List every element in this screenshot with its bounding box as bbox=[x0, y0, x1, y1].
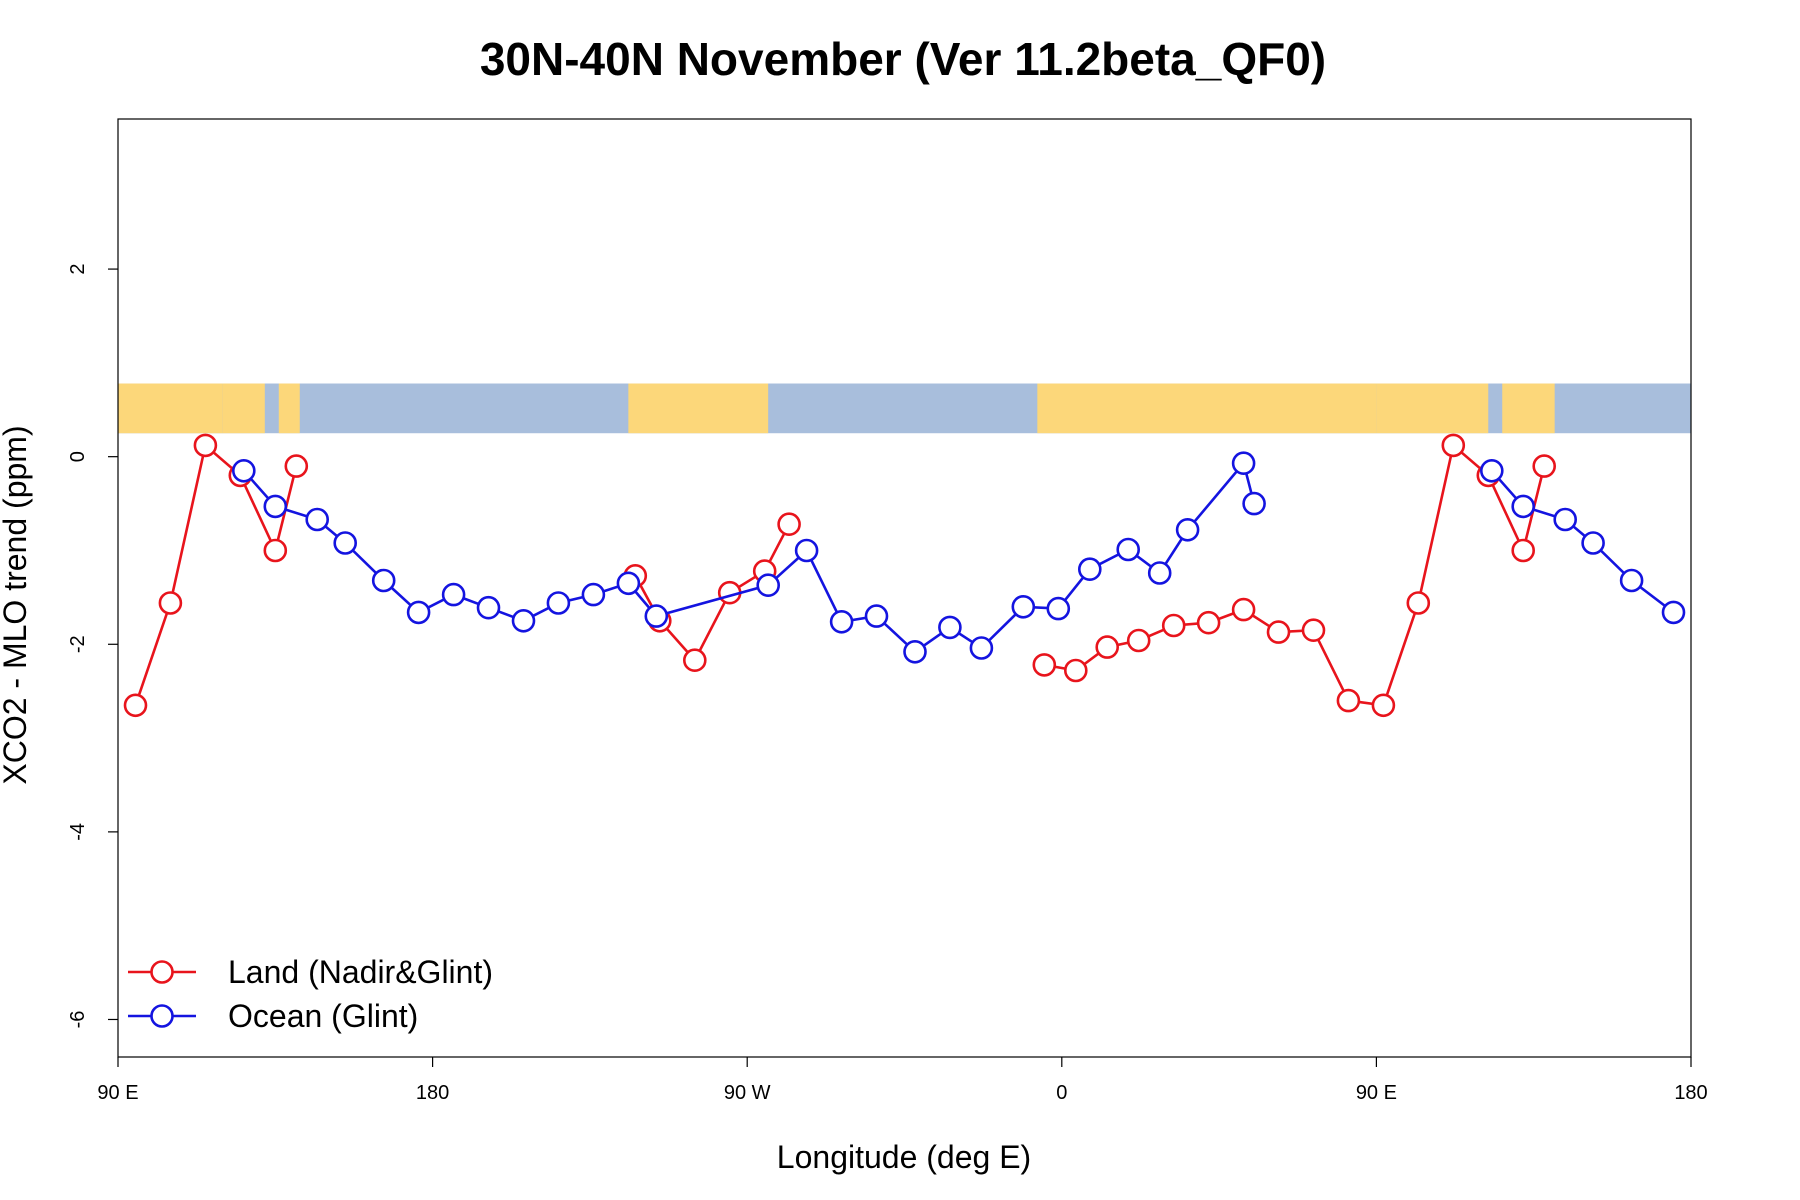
x-tick-label-0: 90 E bbox=[97, 1082, 138, 1104]
series-0-point-1-5 bbox=[777, 512, 801, 537]
series-1-point-0-23 bbox=[1116, 537, 1140, 562]
x-tick-label-1: 180 bbox=[416, 1082, 449, 1104]
series-1-point-0-24 bbox=[1147, 561, 1172, 585]
series-1-point-0-2 bbox=[305, 507, 330, 532]
series-0-point-1-2 bbox=[682, 648, 707, 673]
x-tick-label-4: 90 E bbox=[1356, 1082, 1397, 1104]
series-1-point-0-19 bbox=[969, 636, 994, 660]
series-0-point-0-4 bbox=[263, 538, 288, 563]
series-0-point-2-14 bbox=[1511, 538, 1535, 563]
series-0-point-2-11 bbox=[1406, 591, 1431, 615]
y-axis-label: XCO2 - MLO trend (ppm) bbox=[0, 425, 33, 784]
map-strip bbox=[118, 383, 1691, 434]
y-axis: -6 -4 -2 0 2 bbox=[67, 264, 118, 1029]
series-1-point-0-16 bbox=[864, 604, 889, 628]
series-1-point-0-25 bbox=[1175, 517, 1200, 542]
series-0-point-2-2 bbox=[1095, 635, 1119, 659]
series-1-point-0-3 bbox=[333, 531, 358, 555]
series-1-point-0-14 bbox=[794, 538, 819, 563]
series-0-point-2-6 bbox=[1231, 597, 1256, 622]
series-1-point-1-2 bbox=[1553, 507, 1577, 532]
map-land-6 bbox=[1502, 383, 1555, 434]
x-tick-label-3: 0 bbox=[1056, 1082, 1067, 1104]
series-1-point-0-27 bbox=[1242, 491, 1266, 516]
series-0-point-2-0 bbox=[1032, 653, 1057, 677]
series-1-point-0-9 bbox=[546, 591, 571, 615]
series-0-point-2-9 bbox=[1336, 688, 1361, 713]
series-1-point-1-1 bbox=[1511, 494, 1535, 519]
legend-marker-0 bbox=[150, 960, 174, 984]
legend-marker-1 bbox=[150, 1004, 174, 1028]
y-tick-label-0: -6 bbox=[67, 1011, 89, 1029]
series-1-point-0-6 bbox=[441, 582, 466, 607]
series-1-point-0-10 bbox=[581, 582, 606, 607]
series-layer bbox=[123, 433, 1686, 718]
map-land-2 bbox=[278, 383, 300, 434]
series-0-line-2 bbox=[1044, 443, 1546, 707]
y-tick-label-1: -4 bbox=[67, 823, 89, 841]
chart-title: 30N-40N November (Ver 11.2beta_QF0) bbox=[480, 33, 1326, 85]
series-0-point-0-0 bbox=[123, 693, 148, 718]
y-tick-label-4: 2 bbox=[67, 264, 89, 275]
series-0-point-2-5 bbox=[1196, 610, 1221, 635]
series-1-point-1-5 bbox=[1661, 600, 1686, 625]
series-1-point-0-7 bbox=[476, 595, 501, 620]
series-0-point-0-5 bbox=[284, 454, 309, 478]
series-1-point-0-13 bbox=[756, 573, 781, 598]
series-0-point-0-1 bbox=[158, 591, 183, 615]
series-1-line-0 bbox=[242, 460, 1256, 654]
series-0-point-2-3 bbox=[1126, 628, 1151, 653]
series-1-point-0-18 bbox=[938, 615, 962, 640]
legend-entry-0: Land (Nadir&Glint) bbox=[128, 954, 493, 990]
legend-label-0: Land (Nadir&Glint) bbox=[228, 954, 493, 990]
map-land-3 bbox=[628, 383, 769, 434]
series-0-point-2-15 bbox=[1532, 454, 1556, 478]
x-tick-label-5: 180 bbox=[1674, 1082, 1707, 1104]
series-1-point-0-15 bbox=[829, 609, 854, 634]
map-land-0 bbox=[118, 383, 223, 434]
series-1-point-0-22 bbox=[1078, 557, 1102, 582]
series-1-point-0-17 bbox=[903, 639, 927, 664]
series-1-point-1-3 bbox=[1581, 531, 1605, 555]
x-axis: 90 E 180 90 W 0 90 E 180 bbox=[97, 1057, 1708, 1104]
x-tick-label-2: 90 W bbox=[724, 1082, 771, 1104]
series-1-point-1-0 bbox=[1480, 458, 1504, 483]
map-land-4 bbox=[1037, 383, 1377, 434]
legend: Land (Nadir&Glint) Ocean (Glint) bbox=[128, 954, 493, 1034]
x-axis-label: Longitude (deg E) bbox=[777, 1139, 1031, 1175]
series-0-point-2-4 bbox=[1161, 613, 1186, 638]
map-land-1 bbox=[222, 383, 265, 434]
series-1 bbox=[232, 451, 1686, 664]
plot-frame bbox=[117, 118, 1692, 1058]
series-0-line-0 bbox=[134, 442, 298, 706]
legend-entry-1: Ocean (Glint) bbox=[128, 998, 418, 1034]
y-tick-label-3: 0 bbox=[67, 451, 89, 462]
series-1-point-0-5 bbox=[406, 600, 431, 625]
series-0-point-0-2 bbox=[193, 433, 218, 458]
series-1-point-0-12 bbox=[644, 604, 669, 628]
series-1-point-0-11 bbox=[616, 571, 641, 596]
series-1-point-0-21 bbox=[1046, 596, 1071, 621]
series-0 bbox=[123, 433, 1556, 718]
y-tick-label-2: -2 bbox=[67, 635, 89, 653]
series-1-point-0-1 bbox=[263, 494, 288, 519]
series-0-point-2-10 bbox=[1371, 693, 1396, 718]
legend-label-1: Ocean (Glint) bbox=[228, 998, 418, 1034]
series-1-point-0-20 bbox=[1011, 594, 1036, 619]
series-0-point-2-12 bbox=[1441, 433, 1466, 458]
series-1-point-1-4 bbox=[1619, 568, 1644, 593]
series-1-point-0-8 bbox=[511, 608, 536, 633]
series-0-point-2-1 bbox=[1064, 658, 1088, 683]
series-0-point-2-7 bbox=[1266, 620, 1291, 644]
series-1-point-0-4 bbox=[371, 568, 396, 593]
series-1-point-0-0 bbox=[232, 458, 256, 483]
series-0-point-2-8 bbox=[1301, 618, 1326, 643]
series-1-point-0-26 bbox=[1231, 451, 1256, 476]
map-land-5 bbox=[1376, 383, 1489, 434]
